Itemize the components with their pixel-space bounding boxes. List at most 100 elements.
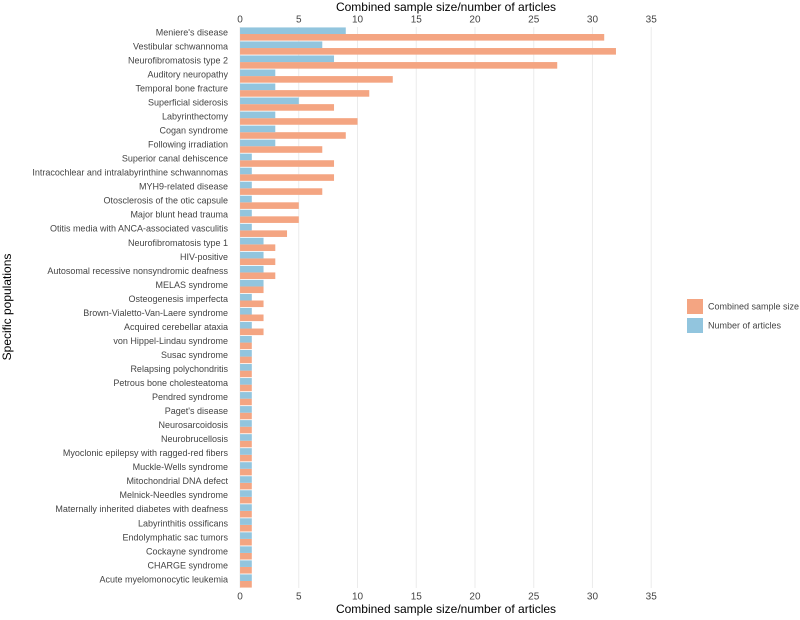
y-tick-label: HIV-positive [180,252,228,262]
y-axis-title: Specific populations [0,254,14,361]
y-tick-label: Autosomal recessive nonsyndromic deafnes… [47,266,228,276]
y-tick-label: Relapsing polychondritis [130,364,228,374]
x-tick-label: 0 [237,592,243,603]
bar [240,314,264,322]
legend-label: Number of articles [708,320,782,330]
x-axis-title: Combined sample size/number of articles [336,602,556,616]
bar [240,188,323,195]
bar [240,510,252,518]
y-tick-label: Cockayne syndrome [146,546,228,556]
bar [240,349,252,357]
bar [240,90,370,97]
y-tick-label: CHARGE syndrome [147,560,228,570]
x-tick-label-top: 30 [587,15,599,26]
bar [240,41,323,49]
bar [240,111,276,119]
bar [240,574,252,581]
bar [240,384,252,392]
bar [240,420,252,427]
bar [240,504,252,511]
bar [240,55,335,63]
bar [240,580,252,588]
y-tick-label: Neurofibromatosis type 2 [128,55,228,65]
y-tick-label: Otitis media with ANCA-associated vascul… [50,224,229,234]
bar [240,76,393,83]
y-tick-label: Neurobrucellosis [161,434,229,444]
bar [240,552,252,560]
bar [240,328,264,336]
x-tick-label-top: 35 [646,15,658,26]
bar [240,272,276,280]
bar [240,202,299,209]
bar [240,132,346,139]
bar [240,251,264,259]
bar [240,160,335,167]
y-tick-label: MELAS syndrome [155,280,228,290]
y-tick-label: Following irradiation [148,140,228,150]
bar [240,356,252,364]
bar [240,546,252,553]
bar [240,392,252,399]
bar [240,440,252,448]
y-tick-label: Superior canal dehiscence [122,154,228,164]
x-tick-label-top: 0 [237,15,243,26]
bar [240,364,252,371]
y-tick-label: Labyrinthectomy [162,112,229,122]
bar [240,48,616,55]
y-tick-label: Osteogenesis imperfecta [128,294,228,304]
bar [240,321,252,329]
y-tick-label: MYH9-related disease [139,182,228,192]
bar [240,174,335,181]
bar [240,406,252,413]
bar [240,342,252,350]
y-tick-label: von Hippel-Lindau syndrome [113,336,228,346]
x-tick-label: 10 [352,592,364,603]
bar [240,265,264,273]
y-tick-label: Acute myelomonocytic leukemia [99,574,228,584]
x-tick-label: 20 [469,592,481,603]
bar [240,560,252,567]
x-axis-title-top: Combined sample size/number of articles [336,0,556,14]
bar [240,293,252,301]
y-tick-label: Otosclerosis of the otic capsule [103,196,228,206]
bar [240,538,252,546]
bar [240,279,264,287]
bar [240,97,299,105]
y-tick-label: Susac syndrome [161,350,228,360]
bar [240,216,299,223]
bar [240,62,558,69]
bar [240,307,252,315]
y-tick-label: Pendred syndrome [152,392,228,402]
bar [240,524,252,532]
y-tick-label: Intracochlear and intralabyrinthine schw… [32,168,228,178]
y-tick-label: Neurosarcoidosis [158,420,228,430]
bar [240,335,252,343]
bar [240,426,252,434]
legend-swatch [687,318,703,333]
x-tick-label-top: 20 [469,15,481,26]
bar [240,300,264,308]
x-tick-label: 15 [411,592,423,603]
bar [240,434,252,441]
bar [240,258,276,266]
y-tick-label: Major blunt head trauma [130,210,228,220]
bar [240,286,264,294]
bar [240,118,358,125]
y-tick-label: Temporal bone fracture [135,83,228,93]
y-tick-label: Muckle-Wells syndrome [133,462,228,472]
y-tick-label: Melnick-Needles syndrome [119,490,228,500]
bar [240,146,323,153]
y-tick-label: Maternally inherited diabetes with deafn… [55,504,228,514]
bar [240,398,252,406]
y-tick-label: Auditory neuropathy [147,69,228,79]
bar [240,378,252,385]
bar [240,476,252,483]
bar [240,125,276,133]
y-tick-label: Labyrinthitis ossificans [138,518,229,528]
bar [240,370,252,378]
bar [240,153,252,161]
x-tick-label: 25 [528,592,540,603]
y-tick-label: Myoclonic epilepsy with ragged-red fiber… [63,448,229,458]
bar [240,482,252,490]
